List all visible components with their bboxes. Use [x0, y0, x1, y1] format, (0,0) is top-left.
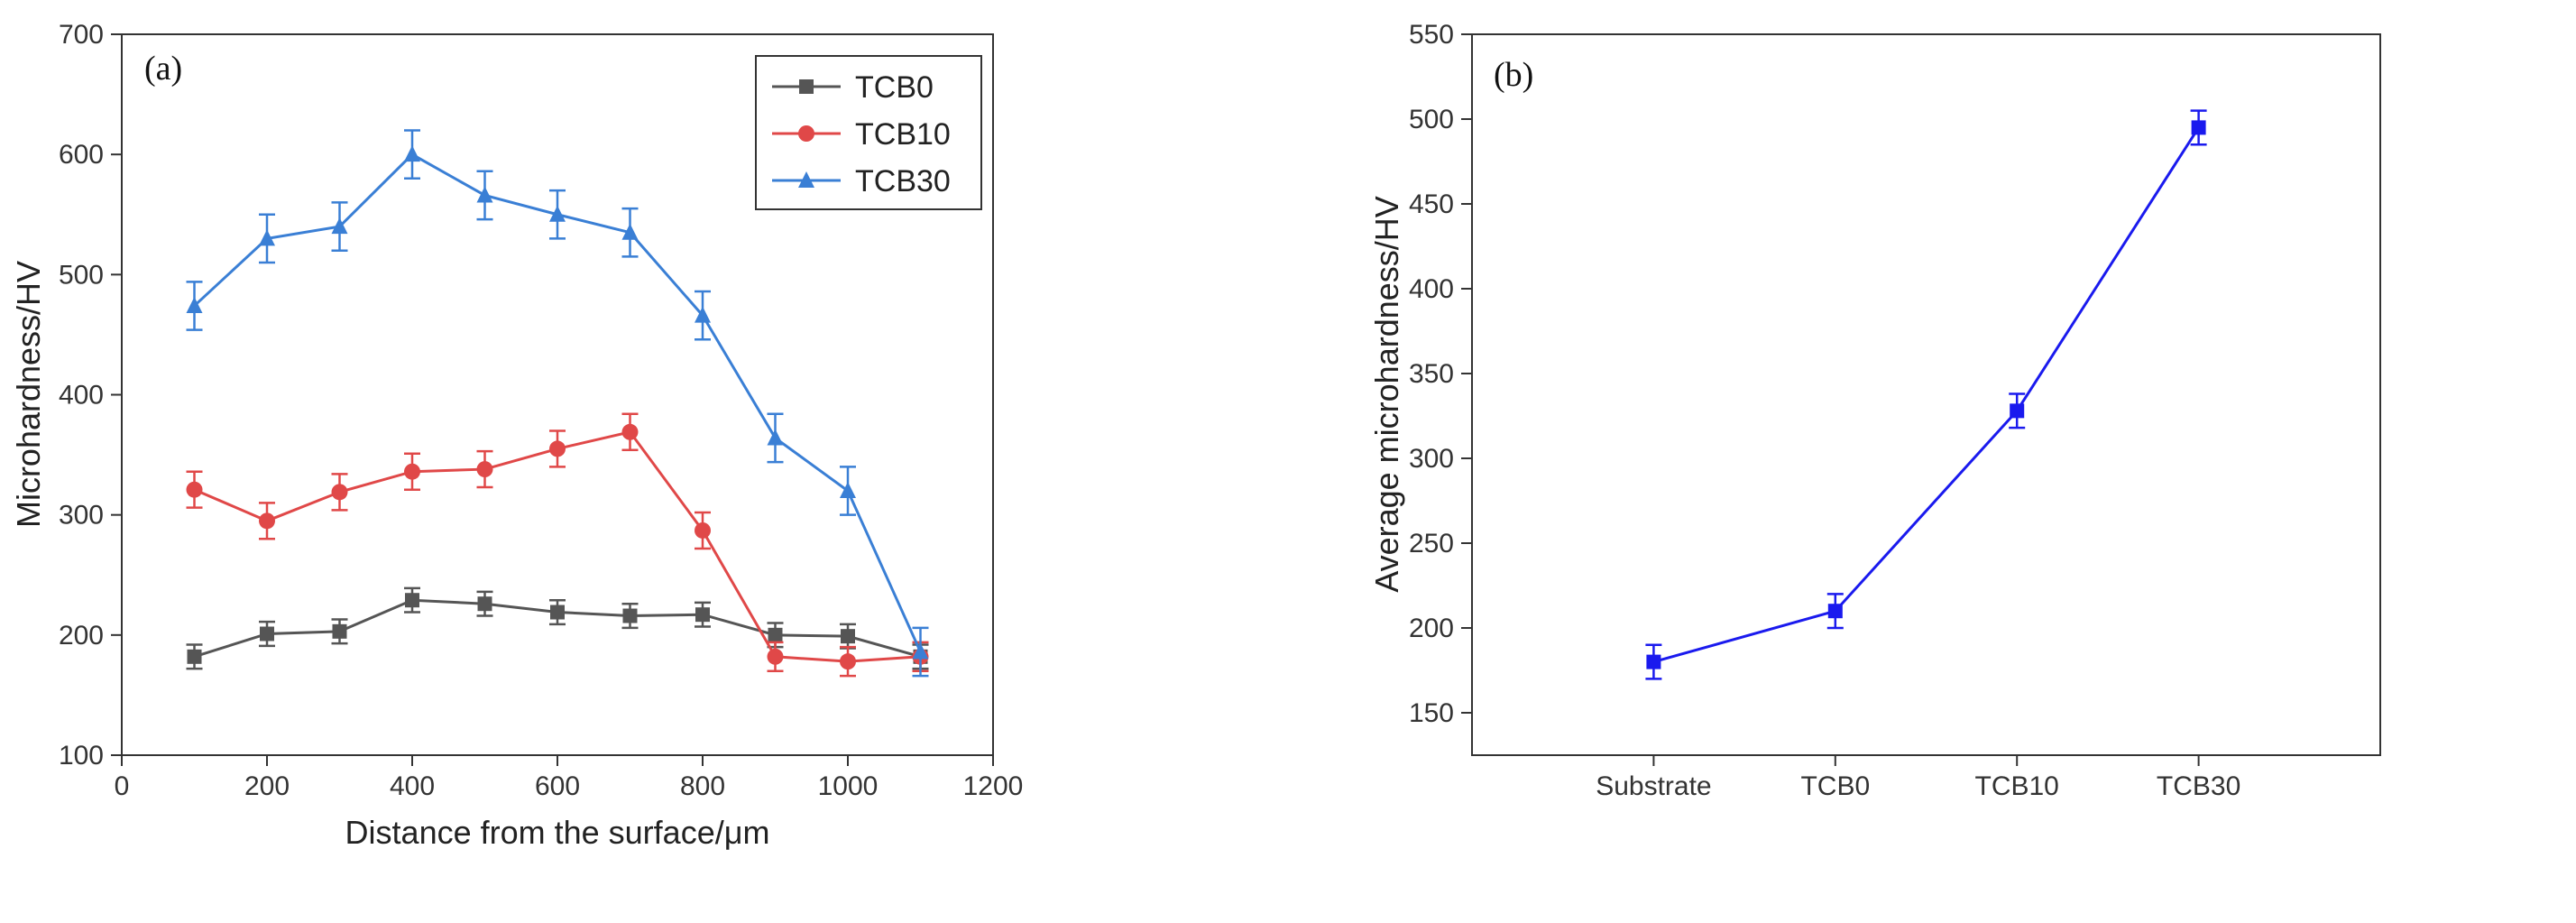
chart-a-point: [404, 145, 420, 162]
chart-a-point: [186, 481, 203, 498]
chart-b-y-tick-label: 350: [1409, 359, 1454, 389]
chart-b-x-tick-label: TCB30: [2157, 771, 2240, 801]
chart-b-series: [1645, 109, 2207, 680]
chart-a-point: [768, 627, 783, 642]
chart-a-point: [621, 423, 639, 440]
chart-a-legend-label: TCB30: [855, 164, 951, 198]
chart-a-point: [841, 629, 855, 644]
chart-a-ticks: 0 200 400 600 800 1000 1200 100 200 300 400 500 600 7…: [59, 20, 1023, 801]
chart-b: (b) Average microhardness/HV Substrate TC…: [1368, 20, 2381, 801]
chart-b-y-tick-label: 300: [1409, 444, 1454, 474]
chart-a-point: [476, 461, 493, 478]
chart-a-y-tick-label: 700: [59, 20, 104, 50]
chart-a-x-tick-label: 200: [244, 771, 290, 801]
chart-a-legend: TCB0 TCB10 TCB30: [755, 55, 982, 210]
chart-b-point: [2191, 120, 2206, 135]
chart-a-x-tick-label: 800: [680, 771, 725, 801]
chart-a-point: [187, 649, 202, 664]
chart-a-point: [840, 653, 856, 670]
chart-b-x-tick-label: TCB0: [1800, 771, 1870, 801]
chart-a-y-tick-label: 400: [59, 381, 104, 411]
chart-a-x-tick-label: 600: [535, 771, 580, 801]
chart-a-point: [549, 205, 566, 222]
chart-b-panel-label: (b): [1494, 56, 1533, 94]
chart-a-point: [840, 482, 856, 499]
chart-b-x-tick-label: TCB10: [1975, 771, 2059, 801]
chart-a-y-tick-label: 600: [59, 140, 104, 170]
chart-a-x-tick-label: 1200: [963, 771, 1024, 801]
chart-a-y-axis-label: Microhardness/HV: [10, 261, 47, 528]
chart-a-point: [260, 626, 274, 641]
chart-a-y-tick-label: 100: [59, 741, 104, 771]
chart-a-point: [405, 593, 419, 608]
chart-b-y-axis-label: Average microhardness/HV: [1368, 196, 1405, 593]
chart-a-series-TCB0: [186, 586, 929, 670]
chart-b-y-tick-label: 200: [1409, 614, 1454, 643]
chart-a-point: [331, 484, 348, 501]
chart-a-x-tick-label: 400: [390, 771, 435, 801]
chart-a-point: [259, 229, 275, 246]
chart-a-point: [767, 648, 784, 665]
chart-a-point: [695, 607, 710, 623]
chart-b-x-tick-label: Substrate: [1596, 771, 1711, 801]
chart-a-point: [695, 521, 711, 539]
chart-a-point: [622, 608, 638, 623]
chart-a-legend-marker: [798, 171, 814, 188]
chart-a-point: [549, 440, 566, 457]
chart-a-x-axis-label: Distance from the surface/μm: [345, 814, 770, 851]
chart-a-legend-marker: [799, 79, 814, 94]
chart-a-panel-label: (a): [144, 50, 182, 88]
chart-b-point: [1646, 654, 1661, 669]
chart-a-y-tick-label: 300: [59, 501, 104, 531]
chart-a-legend-label: TCB0: [855, 70, 934, 105]
chart-a-point: [259, 512, 275, 530]
chart-a: (a) Distance from the surface/μm Microha…: [10, 20, 1023, 851]
chart-a-series: [186, 129, 929, 678]
chart-b-y-tick-label: 500: [1409, 105, 1454, 134]
chart-a-point: [477, 596, 492, 612]
chart-a-point: [331, 217, 348, 235]
chart-b-line: [1652, 126, 2200, 664]
chart-b-plot-frame: [1471, 33, 2381, 756]
chart-a-legend-marker: [798, 125, 814, 142]
chart-b-y-tick-label: 250: [1409, 529, 1454, 558]
chart-b-series: [1645, 109, 2207, 680]
chart-a-point: [912, 642, 929, 660]
chart-b-point: [1827, 604, 1843, 619]
chart-a-point: [550, 605, 565, 620]
chart-a-y-tick-label: 200: [59, 621, 104, 651]
chart-a-point: [621, 223, 639, 240]
chart-a-point: [186, 296, 203, 313]
chart-b-y-tick-label: 550: [1409, 20, 1454, 50]
chart-b-y-tick-label: 150: [1409, 698, 1454, 728]
chart-b-ticks: Substrate TCB0 TCB10 TCB30 150 200 250 300 350 40…: [1409, 20, 2240, 801]
chart-a-x-tick-label: 0: [115, 771, 130, 801]
chart-a-point: [332, 623, 347, 639]
chart-a-point: [767, 429, 784, 446]
chart-a-point: [404, 463, 420, 480]
chart-b-y-tick-label: 450: [1409, 189, 1454, 219]
chart-a-series-TCB30: [186, 129, 929, 678]
chart-b-point: [2010, 403, 2025, 419]
chart-a-legend-label: TCB10: [855, 117, 951, 152]
chart-a-point: [476, 186, 493, 203]
chart-a-point: [695, 306, 711, 323]
chart-a-x-tick-label: 1000: [818, 771, 879, 801]
chart-a-y-tick-label: 500: [59, 260, 104, 290]
chart-b-y-tick-label: 400: [1409, 274, 1454, 304]
